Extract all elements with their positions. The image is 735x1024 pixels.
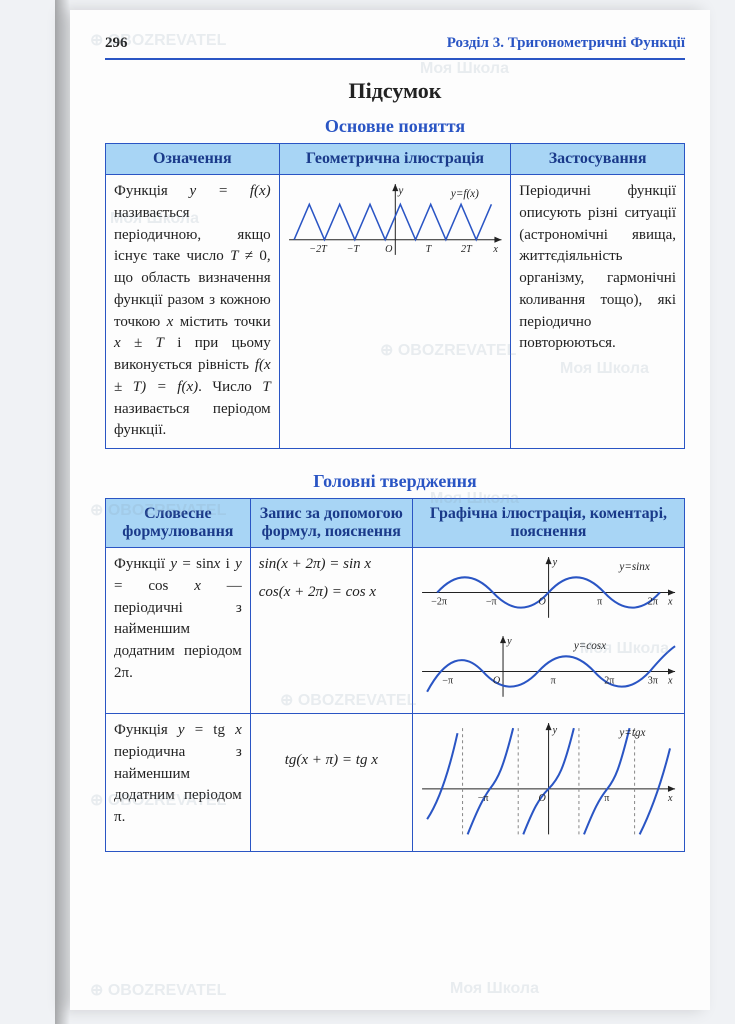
svg-text:O: O xyxy=(538,597,546,608)
main-title: Підсумок xyxy=(105,78,685,104)
th-definition: Означення xyxy=(106,144,280,175)
section1-title: Основне поняття xyxy=(105,116,685,137)
cell-sincos-verbal: Функції y = sinx і y = cos x — періодичн… xyxy=(106,548,251,714)
cos-formula: cos(x + 2π) = cos x xyxy=(259,582,404,604)
svg-text:O: O xyxy=(538,793,546,804)
svg-text:−2T: −2T xyxy=(309,244,328,255)
svg-text:y=cosx: y=cosx xyxy=(573,640,606,652)
cell-sincos-graphs: y=sinx y −2π −π O π 2π x xyxy=(412,548,684,714)
svg-text:2π: 2π xyxy=(604,675,614,686)
svg-text:O: O xyxy=(493,675,501,686)
svg-text:−π: −π xyxy=(478,793,489,804)
svg-text:O: O xyxy=(385,244,393,255)
book-spine-shadow xyxy=(55,0,70,1024)
table-row: Функція y = f(x) називається періодичною… xyxy=(106,175,685,449)
svg-text:y=tgx: y=tgx xyxy=(618,727,645,739)
sine-graph: y=sinx y −2π −π O π 2π x xyxy=(417,552,680,623)
svg-text:2π: 2π xyxy=(648,597,658,608)
svg-text:3π: 3π xyxy=(648,675,658,686)
table-header-row: Словесне формулювання Запис за допомогою… xyxy=(106,499,685,548)
table-concepts: Означення Геометрична ілюстрація Застосу… xyxy=(105,143,685,449)
cell-sincos-formula: sin(x + 2π) = sin x cos(x + 2π) = cos x xyxy=(250,548,412,714)
th-verbal: Словесне формулювання xyxy=(106,499,251,548)
table-header-row: Означення Геометрична ілюстрація Застосу… xyxy=(106,144,685,175)
th-application: Застосування xyxy=(511,144,685,175)
section2-title: Головні твердження xyxy=(105,471,685,492)
svg-text:x: x xyxy=(667,675,673,686)
svg-text:y=f(x): y=f(x) xyxy=(450,188,479,200)
sin-formula: sin(x + 2π) = sin x xyxy=(259,554,404,576)
svg-text:π: π xyxy=(604,793,609,804)
svg-text:y: y xyxy=(397,185,403,197)
table-row: Функції y = sinx і y = cos x — періодичн… xyxy=(106,548,685,714)
svg-text:π: π xyxy=(597,597,602,608)
tan-formula: tg(x + π) = tg x xyxy=(259,720,404,772)
triangle-wave-graph: y=f(x) y −2T −T O T 2T x xyxy=(284,179,507,270)
th-illustration: Геометрична ілюстрація xyxy=(279,144,511,175)
svg-text:−2π: −2π xyxy=(431,597,447,608)
cell-application: Періодичні функції описують різні ситуац… xyxy=(511,175,685,449)
th-graphic: Графічна ілюстрація, коментарі, поясненн… xyxy=(412,499,684,548)
th-formula: Запис за допомогою формул, пояснення xyxy=(250,499,412,548)
table-statements: Словесне формулювання Запис за допомогою… xyxy=(105,498,685,852)
svg-text:y: y xyxy=(551,725,557,736)
svg-text:x: x xyxy=(492,244,498,255)
cell-graph-periodic: y=f(x) y −2T −T O T 2T x xyxy=(279,175,511,449)
cosine-graph: y=cosx y −π O π 2π 3π x xyxy=(417,631,680,702)
svg-text:−π: −π xyxy=(442,675,453,686)
header-rule xyxy=(105,58,685,60)
cell-tan-formula: tg(x + π) = tg x xyxy=(250,714,412,852)
textbook-page: 296 Розділ 3. Тригонометричні Функції Пі… xyxy=(70,10,710,1010)
page-number: 296 xyxy=(105,35,128,52)
svg-text:T: T xyxy=(425,244,432,255)
svg-text:y=sinx: y=sinx xyxy=(618,561,649,573)
cell-tan-graph: y=tgx y −π O π x xyxy=(412,714,684,852)
cell-definition: Функція y = f(x) називається періодичною… xyxy=(106,175,280,449)
cell-tan-verbal: Функція y = tg x періодична з найменшим … xyxy=(106,714,251,852)
table-row: Функція y = tg x періодична з найменшим … xyxy=(106,714,685,852)
chapter-title: Розділ 3. Тригонометричні Функції xyxy=(447,35,685,52)
svg-text:−T: −T xyxy=(346,244,360,255)
tangent-graph: y=tgx y −π O π x xyxy=(417,718,680,839)
definition-text: Функція y = f(x) називається періодичною… xyxy=(114,183,271,438)
svg-text:2T: 2T xyxy=(461,244,473,255)
svg-text:x: x xyxy=(667,597,673,608)
svg-text:π: π xyxy=(550,675,555,686)
svg-text:x: x xyxy=(667,793,673,804)
svg-text:y: y xyxy=(551,557,557,568)
svg-text:y: y xyxy=(506,636,512,647)
page-header: 296 Розділ 3. Тригонометричні Функції xyxy=(105,35,685,52)
svg-text:−π: −π xyxy=(486,597,497,608)
